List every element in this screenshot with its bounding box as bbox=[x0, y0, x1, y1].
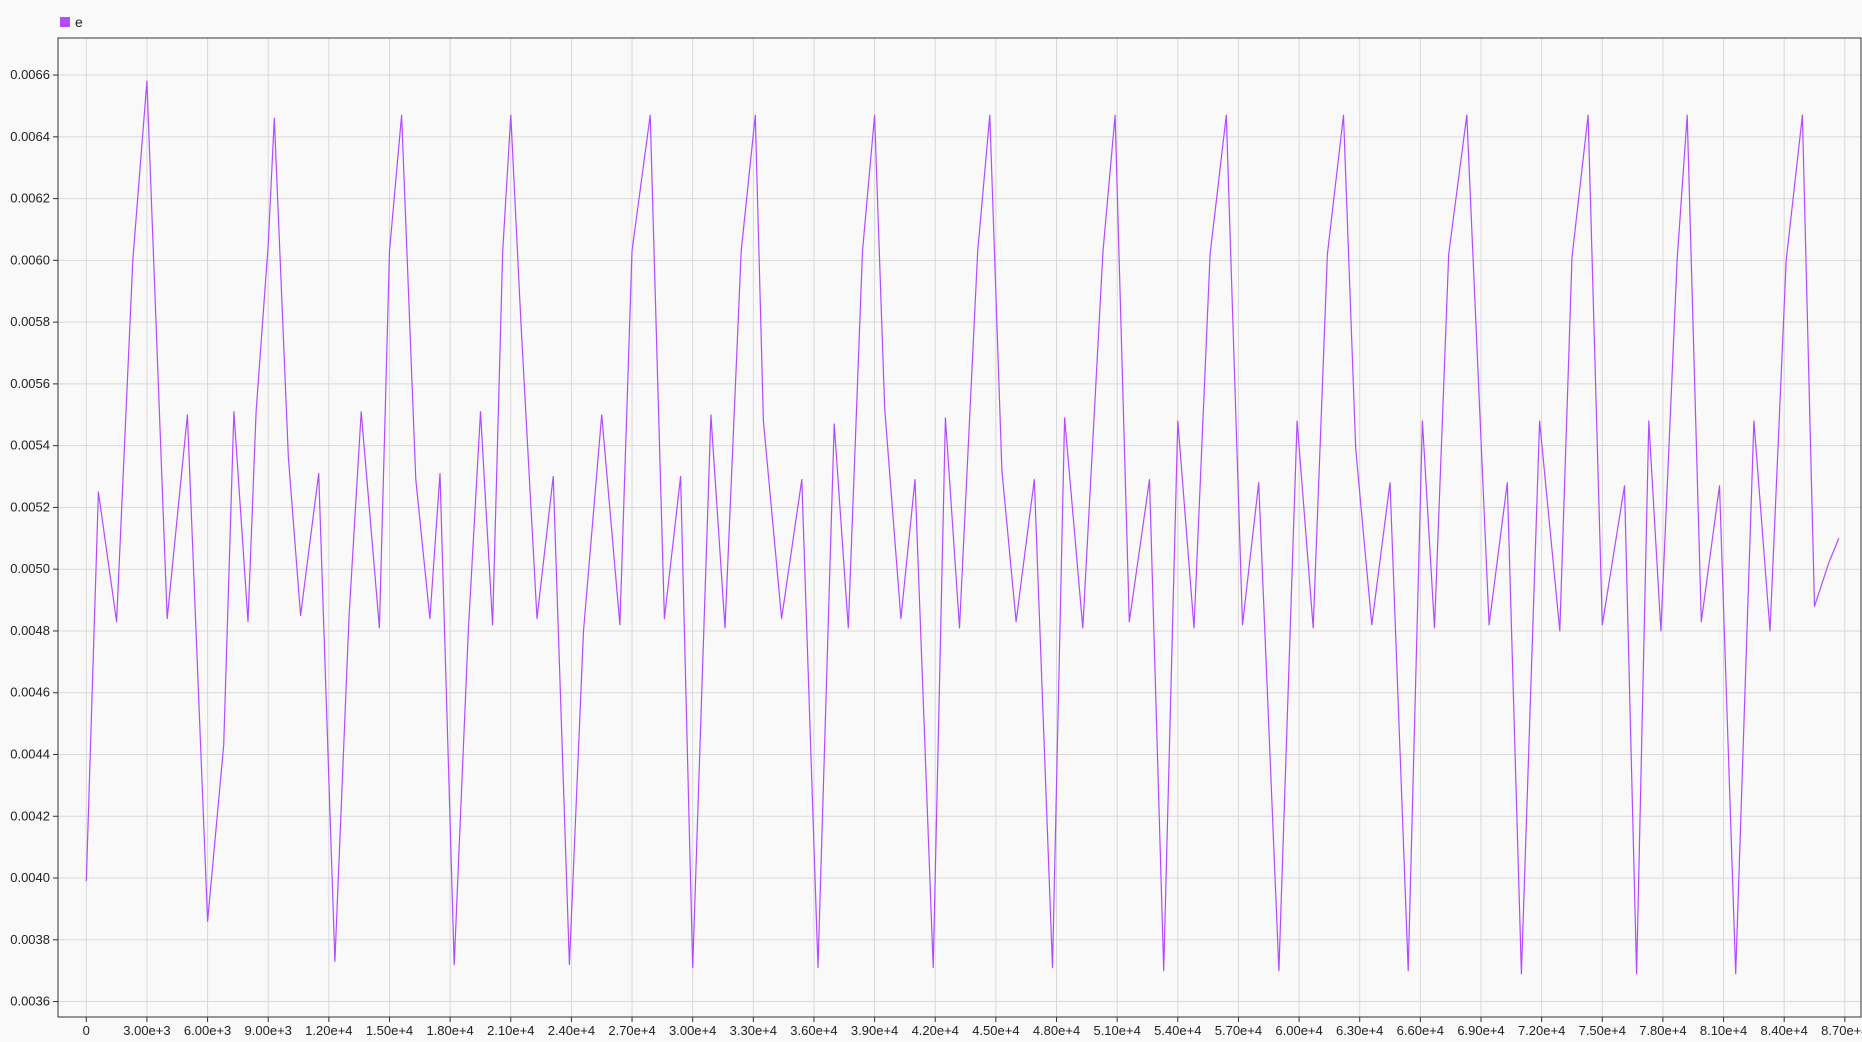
x-tick-label: 7.50e+4 bbox=[1579, 1023, 1626, 1038]
y-tick-label: 0.0058 bbox=[10, 314, 50, 329]
y-tick-label: 0.0064 bbox=[10, 129, 50, 144]
x-tick-label: 7.80e+4 bbox=[1639, 1023, 1686, 1038]
series-line-e bbox=[85, 80, 1840, 975]
x-tick-label: 0 bbox=[83, 1023, 90, 1038]
y-tick-label: 0.0048 bbox=[10, 623, 50, 638]
y-tick-label: 0.0044 bbox=[10, 746, 50, 761]
y-tick-label: 0.0040 bbox=[10, 870, 50, 885]
x-axis: 0 3.00e+3 6.00e+3 9.00e+3 1.20e+4 1.50e+4 1.80… bbox=[83, 1017, 1862, 1038]
x-tick-label: 5.70e+4 bbox=[1215, 1023, 1262, 1038]
x-tick-label: 2.10e+4 bbox=[487, 1023, 534, 1038]
x-tick-label: 4.20e+4 bbox=[912, 1023, 959, 1038]
y-tick-label: 0.0050 bbox=[10, 561, 50, 576]
y-tick-label: 0.0052 bbox=[10, 499, 50, 514]
y-axis: 0.0036 0.0038 0.0040 0.0042 0.0044 0.0046 0.00… bbox=[10, 67, 58, 1009]
y-tick-label: 0.0062 bbox=[10, 191, 50, 206]
x-tick-label: 1.50e+4 bbox=[366, 1023, 413, 1038]
y-tick-label: 0.0038 bbox=[10, 932, 50, 947]
plot-area bbox=[57, 37, 1862, 1018]
y-tick-label: 0.0054 bbox=[10, 438, 50, 453]
x-tick-label: 8.40e+4 bbox=[1761, 1023, 1808, 1038]
x-tick-label: 3.30e+4 bbox=[730, 1023, 777, 1038]
x-tick-label: 2.40e+4 bbox=[548, 1023, 595, 1038]
legend-label: e bbox=[75, 14, 83, 30]
y-tick-label: 0.0066 bbox=[10, 67, 50, 82]
legend: e bbox=[60, 14, 83, 30]
x-tick-label: 5.10e+4 bbox=[1093, 1023, 1140, 1038]
y-tick-label: 0.0060 bbox=[10, 252, 50, 267]
x-tick-label: 1.20e+4 bbox=[305, 1023, 352, 1038]
x-tick-label: 5.40e+4 bbox=[1154, 1023, 1201, 1038]
x-tick-label: 4.80e+4 bbox=[1033, 1023, 1080, 1038]
x-tick-label: 8.70e+4 bbox=[1821, 1023, 1862, 1038]
series-layer bbox=[85, 80, 1840, 975]
x-tick-label: 7.20e+4 bbox=[1518, 1023, 1565, 1038]
x-tick-label: 3.60e+4 bbox=[790, 1023, 837, 1038]
x-tick-label: 3.90e+4 bbox=[851, 1023, 898, 1038]
x-tick-label: 6.30e+4 bbox=[1336, 1023, 1383, 1038]
x-tick-label: 6.00e+4 bbox=[1275, 1023, 1322, 1038]
x-tick-label: 6.00e+3 bbox=[184, 1023, 231, 1038]
y-tick-label: 0.0056 bbox=[10, 376, 50, 391]
y-tick-label: 0.0042 bbox=[10, 808, 50, 823]
y-tick-label: 0.0046 bbox=[10, 685, 50, 700]
x-tick-label: 4.50e+4 bbox=[972, 1023, 1019, 1038]
x-tick-label: 9.00e+3 bbox=[245, 1023, 292, 1038]
x-tick-label: 3.00e+3 bbox=[123, 1023, 170, 1038]
x-tick-label: 1.80e+4 bbox=[426, 1023, 473, 1038]
y-tick-label: 0.0036 bbox=[10, 994, 50, 1009]
x-tick-label: 8.10e+4 bbox=[1700, 1023, 1747, 1038]
x-tick-label: 3.00e+4 bbox=[669, 1023, 716, 1038]
legend-swatch bbox=[60, 17, 70, 27]
x-tick-label: 6.60e+4 bbox=[1397, 1023, 1444, 1038]
grid-lines bbox=[58, 38, 1861, 1017]
x-tick-label: 6.90e+4 bbox=[1457, 1023, 1504, 1038]
x-tick-label: 2.70e+4 bbox=[608, 1023, 655, 1038]
